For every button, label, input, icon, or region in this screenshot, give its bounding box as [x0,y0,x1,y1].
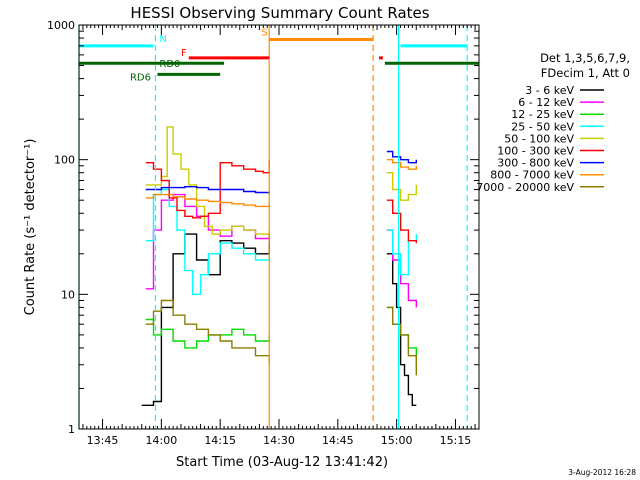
legend-label-6: 300 - 800 keV [497,157,574,170]
y-tick-label-2: 100 [54,154,75,167]
chart-title: HESSI Observing Summary Count Rates [130,4,429,22]
x-tick-label-1: 14:00 [146,434,178,447]
legend-label-0: 3 - 6 keV [525,84,574,97]
series-line-2-segment-0 [145,318,270,349]
series-line-0-segment-1 [386,253,417,406]
x-tick-label-4: 14:45 [322,434,354,447]
series-line-4-segment-0 [145,126,270,235]
legend-label-5: 100 - 300 keV [497,145,574,158]
series-line-5-segment-0 [145,159,270,219]
series-line-5-segment-1 [386,199,417,244]
legend-label-4: 50 - 100 keV [504,132,574,145]
x-tick-label-6: 15:15 [440,434,472,447]
series-line-0-segment-0 [141,233,270,406]
plot-frame [78,24,480,430]
legend-header-line-1: Det 1,3,5,6,7,9, [540,51,630,65]
x-axis-label: Start Time (03-Aug-12 13:41:42) [176,455,388,470]
series-line-1-segment-1 [386,229,417,308]
flag-label-rd6: RD6 [130,72,151,83]
legend-label-2: 12 - 25 keV [511,108,574,121]
y-tick-label-3: 1000 [47,19,75,32]
series-layer [141,126,417,406]
flag-label-n: N [159,34,166,45]
flag-label-s: S [261,28,267,39]
x-tick-label-3: 14:30 [263,434,295,447]
legend-label-1: 6 - 12 keV [518,96,574,109]
series-line-3-segment-1 [386,229,417,276]
legend-label-8: 7000 - 20000 keV [476,181,574,194]
x-tick-label-0: 13:45 [87,434,119,447]
x-tick-label-5: 15:00 [381,434,413,447]
footer-date: 3-Aug-2012 16:28 [568,468,636,477]
series-line-6-segment-1 [386,150,417,164]
axis-ticks: 1 10 100 1000 13:45 14:00 14:15 14:30 14:45 15:00… [47,19,480,447]
legend-header-line-2: FDecim 1, Att 0 [541,66,630,80]
series-line-4-segment-1 [386,172,417,201]
series-line-8-segment-1 [386,306,417,376]
x-tick-label-2: 14:15 [204,434,236,447]
y-tick-label-1: 10 [61,288,75,301]
legend-label-7: 800 - 7000 keV [490,169,574,182]
flag-label-f: F [181,48,187,59]
vertical-marker-layer [78,25,468,429]
series-line-8-segment-0 [145,299,270,365]
series-line-3-segment-0 [145,188,270,295]
legend-label-3: 25 - 50 keV [511,120,574,133]
y-tick-label-0: 1 [68,423,75,436]
series-line-6-segment-0 [145,186,270,194]
series-line-7-segment-0 [145,193,270,208]
series-line-7-segment-1 [386,159,417,170]
flag-label-rd0: RD0 [159,59,180,70]
y-axis-label: Count Rate (s⁻¹ detector⁻¹) [23,139,38,316]
